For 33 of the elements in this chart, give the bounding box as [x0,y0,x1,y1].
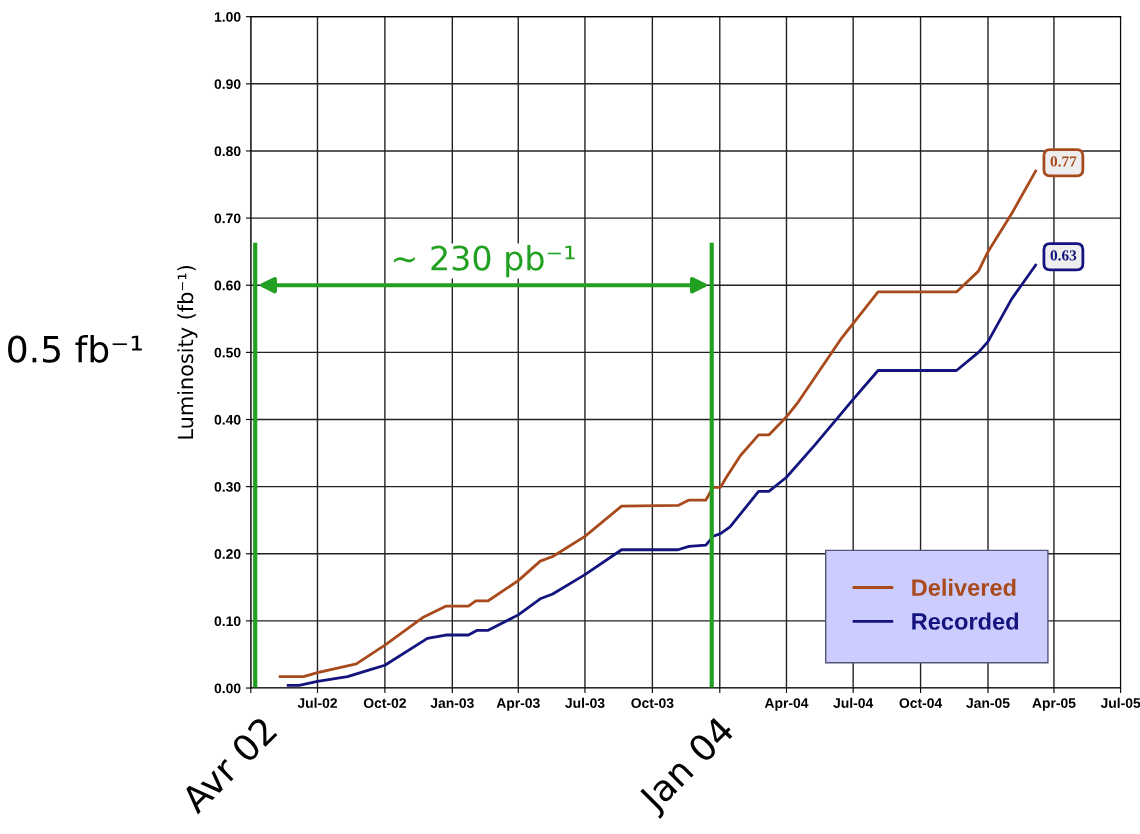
ref-line-label: Jan 04 [636,714,741,819]
y-tick-label: 0.20 [214,549,241,559]
x-tick-label: Jan-03 [430,698,474,708]
x-tick-label: Jan-05 [966,698,1010,708]
y-tick-label: 0.30 [214,481,241,492]
x-tick-label: Jul-04 [833,697,874,708]
y-axis-title: Luminosity (fb⁻¹) [177,265,198,439]
y-tick-label: 0.50 [214,347,241,358]
text: 0.5 fb⁻¹ [8,334,142,363]
y-tick-label: 0.70 [214,213,241,224]
x-tick-label: Oct-03 [631,698,674,708]
y-tick-label: 0.40 [214,414,241,425]
y-tick-label: 0.00 [214,683,241,694]
legend-label: Delivered [912,578,1016,596]
x-tick-label: Oct-02 [363,698,406,708]
annotation: ~ 230 pb⁻¹ [393,244,575,278]
data-label: 0.77 [1050,156,1077,167]
y-tick-label: 1.00 [214,12,241,22]
ref-line-label: Avr 02 [178,716,278,815]
x-tick-label: Apr-03 [496,698,540,711]
y-tick-label: 0.90 [214,79,241,89]
x-tick-label: Jul-02 [297,697,337,708]
y-tick-label: 0.80 [214,146,241,157]
data-label: 0.63 [1050,250,1077,261]
y-tick-label: 0.60 [214,280,241,291]
legend-label: Recorded [912,612,1019,630]
x-tick-label: Jul-03 [565,697,605,708]
x-tick-label: Apr-04 [764,698,809,711]
y-tick-label: 0.10 [214,616,241,627]
x-tick-label: Oct-04 [899,698,943,708]
x-tick-label: Apr-05 [1032,698,1076,711]
line-series [278,169,1038,679]
x-tick-label: Jul-05 [1100,697,1140,708]
